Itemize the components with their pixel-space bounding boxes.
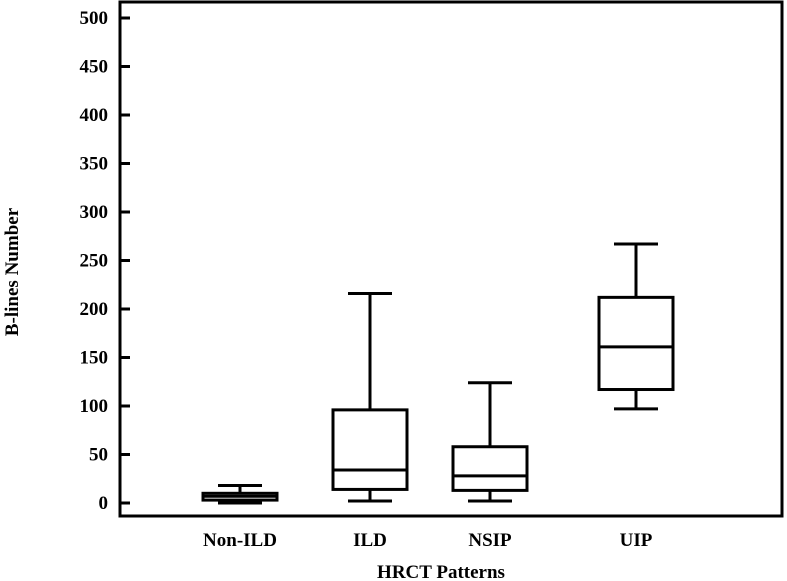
y-tick-label: 400	[80, 105, 109, 126]
x-tick-label: NSIP	[468, 530, 512, 551]
x-tick-label: Non-ILD	[203, 530, 277, 551]
iqr-box	[451, 445, 529, 492]
y-tick-label: 250	[80, 251, 109, 272]
box-uip	[597, 242, 675, 411]
iqr-box	[331, 408, 409, 491]
y-tick-label: 350	[80, 154, 109, 175]
y-tick-label: 200	[80, 299, 109, 320]
x-tick-label: UIP	[620, 530, 653, 551]
y-tick-label: 500	[80, 8, 109, 29]
x-tick-label: ILD	[353, 530, 387, 551]
x-axis: Non-ILD ILD NSIP UIP	[203, 530, 653, 551]
y-tick-label: 450	[80, 57, 109, 78]
box-nsip	[451, 381, 529, 503]
boxes	[201, 242, 675, 505]
y-tick-label: 100	[80, 396, 109, 417]
box-ild	[331, 291, 409, 503]
iqr-box	[597, 295, 675, 392]
y-tick-label: 50	[89, 445, 108, 466]
y-tick-label: 0	[99, 493, 109, 514]
y-tick-label: 150	[80, 348, 109, 369]
plot-frame	[118, 0, 784, 518]
x-axis-title: HRCT Patterns	[377, 562, 505, 581]
y-axis: 0 50 100 150 200 250 300 350 400 450 500	[80, 8, 130, 514]
y-axis-title: B-lines Number	[2, 207, 23, 336]
box-non-ild	[201, 484, 279, 505]
y-tick-label: 300	[80, 202, 109, 223]
